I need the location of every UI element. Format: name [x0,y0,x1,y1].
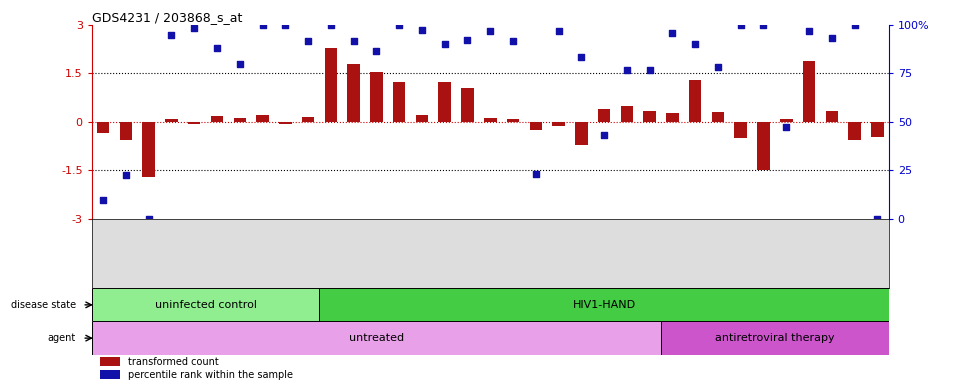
Point [574,54,589,60]
Bar [439,81,451,122]
Bar [780,119,792,122]
Point [232,61,247,67]
Bar [234,118,246,122]
Bar [165,119,178,122]
Bar [734,122,747,138]
Text: agent: agent [47,333,75,343]
Bar [689,80,701,122]
Point [255,22,270,28]
Point [733,22,749,28]
Point [369,48,384,54]
Bar [461,88,473,122]
Text: disease state: disease state [11,300,75,310]
Point [551,28,566,35]
Bar [256,115,269,122]
Bar [643,111,656,122]
Point [460,36,475,43]
Point [847,22,863,28]
Bar [661,321,889,355]
Bar [211,116,223,122]
Point [619,67,635,73]
Point [528,170,544,177]
Text: HIV1-HAND: HIV1-HAND [573,300,636,310]
Bar [320,288,889,321]
Point [96,197,111,203]
Bar [99,357,120,366]
Point [210,45,225,51]
Bar [803,61,815,122]
Bar [99,370,120,379]
Bar [620,106,633,122]
Bar [325,48,337,122]
Point [802,28,817,35]
Point [641,67,657,73]
Bar [97,122,109,133]
Point [688,41,703,48]
Point [141,216,156,222]
Bar [92,288,320,321]
Point [391,22,407,28]
Bar [598,109,611,122]
Point [346,38,361,44]
Point [869,216,885,222]
Text: percentile rank within the sample: percentile rank within the sample [128,369,293,379]
Point [483,28,498,35]
Bar [871,122,884,136]
Bar [415,115,428,122]
Point [596,132,611,138]
Text: GDS4231 / 203868_s_at: GDS4231 / 203868_s_at [92,11,242,24]
Bar [848,122,861,140]
Point [710,64,725,70]
Text: transformed count: transformed count [128,357,218,367]
Bar [553,122,565,126]
Bar [826,111,838,122]
Bar [142,122,155,177]
Bar [188,122,201,124]
Point [164,31,180,38]
Bar [301,117,314,122]
Point [323,22,339,28]
Point [118,172,133,179]
Bar [667,113,679,122]
Point [824,35,839,41]
Point [665,30,680,36]
Bar [529,122,542,130]
Point [277,22,293,28]
Bar [92,321,661,355]
Bar [348,64,360,122]
Bar [484,118,497,122]
Bar [757,122,770,170]
Point [505,38,521,44]
Point [414,27,430,33]
Point [437,41,452,48]
Bar [393,81,406,122]
Bar [120,122,132,140]
Text: uninfected control: uninfected control [155,300,257,310]
Bar [712,112,724,122]
Bar [279,122,292,124]
Point [300,38,316,44]
Bar [575,122,587,145]
Point [779,124,794,130]
Point [186,25,202,31]
Text: antiretroviral therapy: antiretroviral therapy [715,333,835,343]
Bar [507,119,520,122]
Point [755,22,771,28]
Text: untreated: untreated [349,333,404,343]
Bar [370,72,383,122]
